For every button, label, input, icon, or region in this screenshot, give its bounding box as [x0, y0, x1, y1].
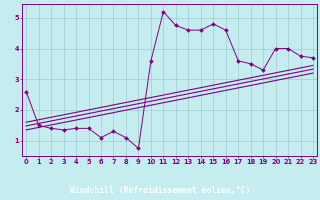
Text: Windchill (Refroidissement éolien,°C): Windchill (Refroidissement éolien,°C) [70, 186, 250, 195]
